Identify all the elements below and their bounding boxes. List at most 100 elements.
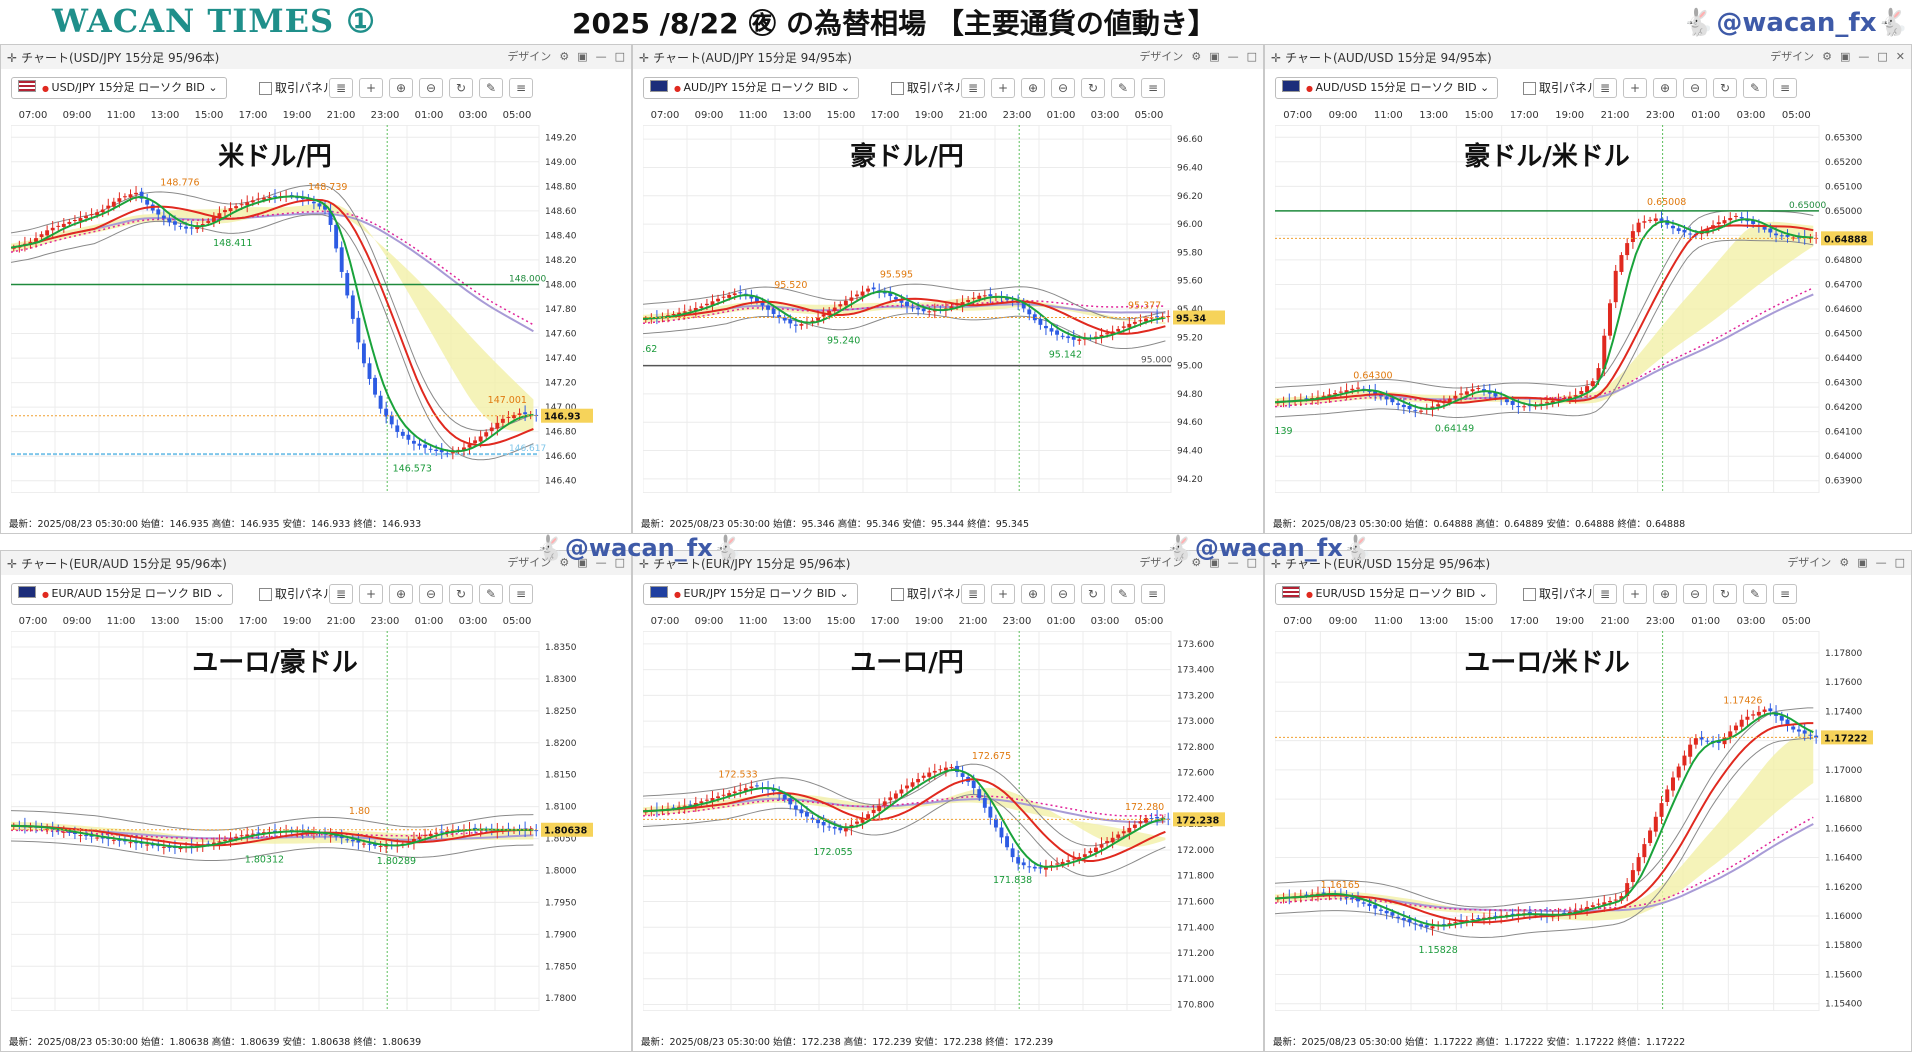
maximize-button[interactable]: □ [1246, 50, 1257, 63]
draw-icon[interactable]: ✎ [1111, 584, 1135, 604]
price-chart[interactable]: 96.60 96.40 96.20 96.00 95.80 95.60 95.40 95.20… [639, 124, 1255, 494]
indicator-icon[interactable]: ≣ [961, 78, 985, 98]
trade-panel-checkbox[interactable] [891, 82, 904, 95]
crosshair-icon[interactable]: + [991, 584, 1015, 604]
candle [1105, 333, 1110, 335]
candle [821, 821, 826, 826]
zoom-out-icon[interactable]: ⊖ [419, 78, 443, 98]
minimize-button[interactable]: — [1227, 556, 1239, 569]
symbol-select[interactable]: ● EUR/AUD 15分足 ローソク BID ⌄ [11, 583, 234, 605]
gear-icon[interactable]: ⚙ [1822, 50, 1832, 63]
price-chart[interactable]: 1.178001.176001.174001.172001.170001.168… [1274, 630, 1903, 1012]
maximize-button[interactable]: □ [1246, 556, 1257, 569]
zoom-in-icon[interactable]: ⊕ [1021, 78, 1045, 98]
trade-panel-checkbox[interactable] [259, 588, 272, 601]
zoom-out-icon[interactable]: ⊖ [1051, 584, 1075, 604]
layout-icon[interactable]: ▣ [577, 50, 588, 63]
settings-icon[interactable]: ≡ [1773, 78, 1797, 98]
settings-icon[interactable]: ≡ [1773, 584, 1797, 604]
gear-icon[interactable]: ⚙ [1839, 556, 1850, 569]
design-button[interactable]: デザイン [1139, 50, 1184, 63]
draw-icon[interactable]: ✎ [1743, 78, 1767, 98]
maximize-button[interactable]: □ [1877, 50, 1888, 63]
indicator-icon[interactable]: ≣ [1593, 584, 1617, 604]
design-button[interactable]: デザイン [1139, 556, 1184, 569]
zoom-in-icon[interactable]: ⊕ [1653, 78, 1677, 98]
move-handle-icon[interactable]: ✛ [1271, 557, 1282, 571]
minimize-button[interactable]: — [595, 556, 607, 569]
draw-icon[interactable]: ✎ [1111, 78, 1135, 98]
settings-icon[interactable]: ≡ [509, 584, 533, 604]
zoom-in-icon[interactable]: ⊕ [389, 78, 413, 98]
move-handle-icon[interactable]: ✛ [7, 51, 18, 65]
move-handle-icon[interactable]: ✛ [1271, 51, 1282, 65]
refresh-icon[interactable]: ↻ [1713, 78, 1737, 98]
layout-icon[interactable]: ▣ [1857, 556, 1868, 569]
zoom-out-icon[interactable]: ⊖ [1051, 78, 1075, 98]
refresh-icon[interactable]: ↻ [1713, 584, 1737, 604]
symbol-select[interactable]: ● EUR/USD 15分足 ローソク BID ⌄ [1275, 583, 1497, 605]
crosshair-icon[interactable]: + [1623, 78, 1647, 98]
zoom-out-icon[interactable]: ⊖ [419, 584, 443, 604]
maximize-button[interactable]: □ [614, 556, 625, 569]
move-handle-icon[interactable]: ✛ [7, 557, 18, 571]
refresh-icon[interactable]: ↻ [449, 78, 473, 98]
minimize-button[interactable]: — [1227, 50, 1239, 63]
minimize-button[interactable]: — [1858, 50, 1870, 63]
layout-icon[interactable]: ▣ [1839, 50, 1851, 63]
zoom-out-icon[interactable]: ⊖ [1683, 78, 1707, 98]
zoom-out-icon[interactable]: ⊖ [1683, 584, 1707, 604]
crosshair-icon[interactable]: + [359, 78, 383, 98]
design-button[interactable]: デザイン [507, 556, 552, 569]
layout-icon[interactable]: ▣ [1209, 556, 1220, 569]
price-chart[interactable]: 0.653000.652000.651000.650000.649000.648… [1268, 124, 1903, 494]
trade-panel-checkbox[interactable] [891, 588, 904, 601]
zoom-in-icon[interactable]: ⊕ [1653, 584, 1677, 604]
gear-icon[interactable]: ⚙ [1191, 50, 1202, 63]
settings-icon[interactable]: ≡ [509, 78, 533, 98]
indicator-icon[interactable]: ≣ [329, 78, 353, 98]
move-handle-icon[interactable]: ✛ [639, 51, 650, 65]
draw-icon[interactable]: ✎ [1743, 584, 1767, 604]
indicator-icon[interactable]: ≣ [329, 584, 353, 604]
minimize-button[interactable]: — [1875, 556, 1887, 569]
price-chart[interactable]: 149.20 149.00 148.80 148.60 148.40 148.20 148.… [10, 124, 623, 494]
symbol-select[interactable]: ● EUR/JPY 15分足 ローソク BID ⌄ [643, 583, 858, 605]
gear-icon[interactable]: ⚙ [559, 556, 570, 569]
draw-icon[interactable]: ✎ [479, 78, 503, 98]
refresh-icon[interactable]: ↻ [1081, 584, 1105, 604]
indicator-icon[interactable]: ≣ [1593, 78, 1617, 98]
zoom-in-icon[interactable]: ⊕ [389, 584, 413, 604]
trade-panel-checkbox[interactable] [259, 82, 272, 95]
settings-icon[interactable]: ≡ [1141, 78, 1165, 98]
settings-icon[interactable]: ≡ [1141, 584, 1165, 604]
price-chart[interactable]: 1.8350 1.8300 1.8250 1.8200 1.8150 1.8100 1.80… [10, 630, 623, 1012]
design-button[interactable]: デザイン [507, 50, 552, 63]
indicator-icon[interactable]: ≣ [961, 584, 985, 604]
price-chart[interactable]: 173.600 173.400 173.200 173.000 172.800 172.6… [642, 630, 1255, 1012]
trade-panel-checkbox[interactable] [1523, 588, 1536, 601]
symbol-select[interactable]: ● AUD/USD 15分足 ローソク BID ⌄ [1275, 77, 1499, 99]
move-handle-icon[interactable]: ✛ [639, 557, 650, 571]
layout-icon[interactable]: ▣ [577, 556, 588, 569]
refresh-icon[interactable]: ↻ [449, 584, 473, 604]
symbol-select[interactable]: ● USD/JPY 15分足 ローソク BID ⌄ [11, 77, 227, 99]
design-button[interactable]: デザイン [1770, 50, 1815, 63]
maximize-button[interactable]: □ [614, 50, 625, 63]
crosshair-icon[interactable]: + [1623, 584, 1647, 604]
trade-panel-checkbox[interactable] [1523, 82, 1536, 95]
crosshair-icon[interactable]: + [359, 584, 383, 604]
status-dot-icon: ● [1306, 84, 1316, 93]
design-button[interactable]: デザイン [1787, 556, 1832, 569]
gear-icon[interactable]: ⚙ [559, 50, 570, 63]
layout-icon[interactable]: ▣ [1209, 50, 1220, 63]
symbol-select[interactable]: ● AUD/JPY 15分足 ローソク BID ⌄ [643, 77, 860, 99]
close-button[interactable]: ✕ [1895, 50, 1905, 63]
draw-icon[interactable]: ✎ [479, 584, 503, 604]
minimize-button[interactable]: — [595, 50, 607, 63]
gear-icon[interactable]: ⚙ [1191, 556, 1202, 569]
refresh-icon[interactable]: ↻ [1081, 78, 1105, 98]
zoom-in-icon[interactable]: ⊕ [1021, 584, 1045, 604]
maximize-button[interactable]: □ [1894, 556, 1905, 569]
crosshair-icon[interactable]: + [991, 78, 1015, 98]
